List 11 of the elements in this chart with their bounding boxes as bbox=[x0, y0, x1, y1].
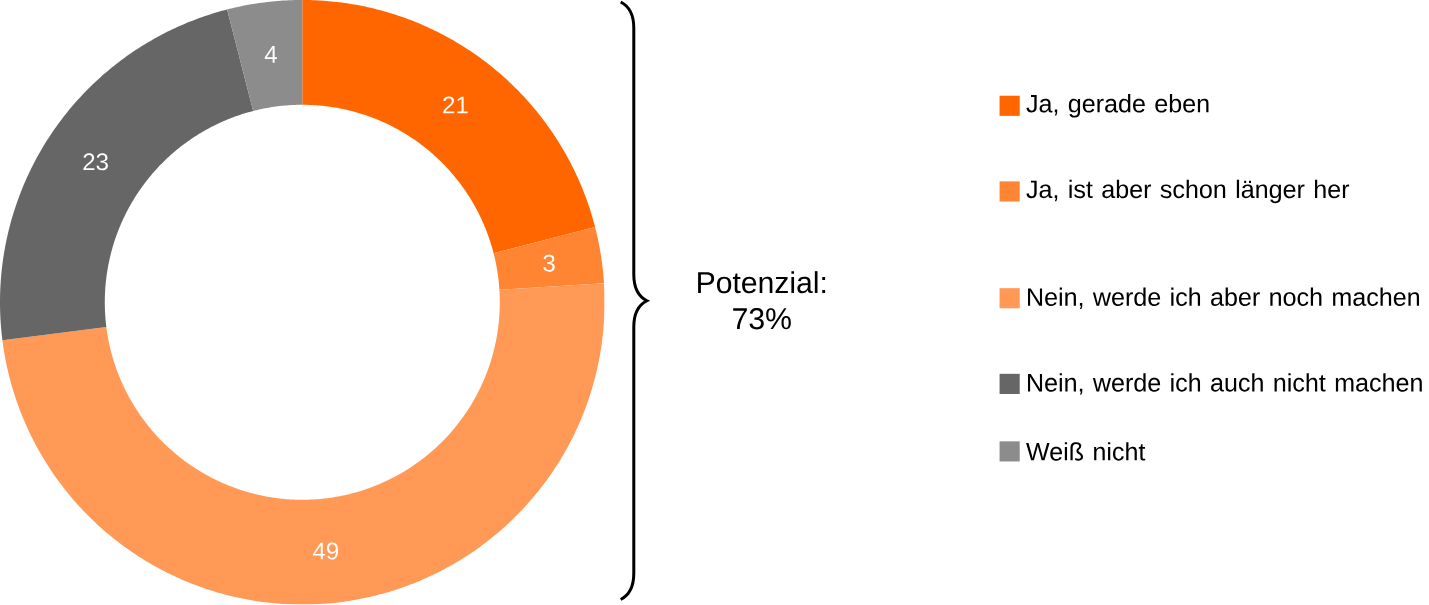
text: Potenzial: 73% bbox=[698, 271, 826, 330]
legend-label: Nein, werde ich auch nicht machen bbox=[1028, 373, 1422, 395]
legend-label: Ja, ist aber schon länger her bbox=[1026, 179, 1350, 204]
legend-label: Ja, gerade eben bbox=[1026, 94, 1209, 118]
legend-label: Weiß nicht bbox=[1026, 442, 1146, 461]
data-label: 21 bbox=[443, 96, 468, 114]
data-label: 49 bbox=[312, 542, 339, 560]
data-label: 4 bbox=[264, 46, 277, 63]
data-label: 3 bbox=[543, 254, 555, 272]
legend-label: Nein, werde ich aber noch machen bbox=[1028, 287, 1420, 310]
data-label: 23 bbox=[83, 153, 108, 171]
